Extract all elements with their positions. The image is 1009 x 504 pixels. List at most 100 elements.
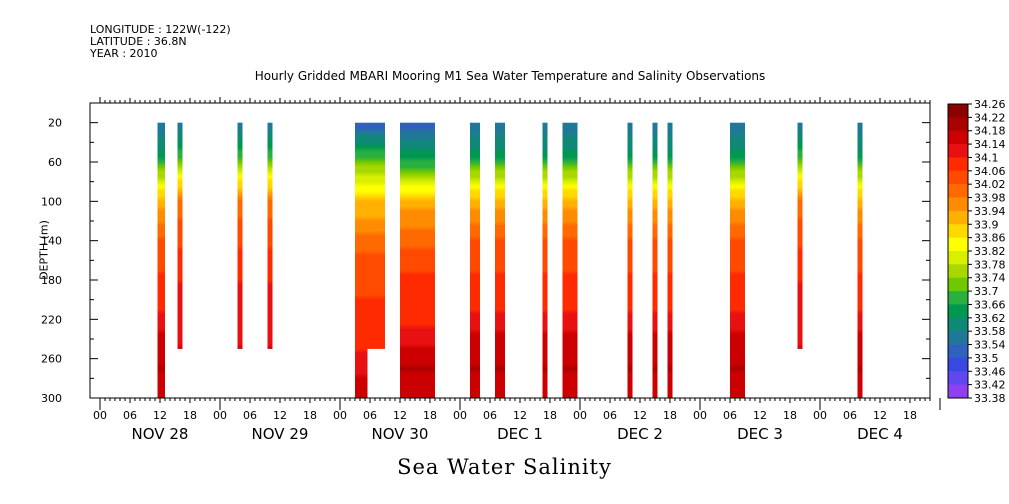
x-hour-tick-label: 12 [393,409,407,422]
data-column-0 [157,122,165,398]
data-column-16 [857,122,863,398]
x-hour-tick-label: 00 [93,409,107,422]
data-column-9 [542,122,548,398]
colorbar-level-label: 33.78 [974,258,1006,271]
colorbar-swatch [948,251,968,265]
x-hour-tick-label: 12 [273,409,287,422]
colorbar-swatch [948,264,968,279]
x-hour-tick-label: 18 [183,409,197,422]
colorbar-level-label: 34.02 [974,178,1006,191]
data-column-5 [367,122,385,349]
y-tick-label: 260 [41,353,62,366]
x-hour-tick-label: 12 [513,409,527,422]
colorbar-level-label: 33.42 [974,379,1006,392]
colorbar-swatch [948,291,968,305]
colorbar-swatch [948,277,968,292]
colorbar-level-label: 34.18 [974,125,1006,138]
x-day-label: DEC 4 [857,425,903,443]
colorbar-swatch [948,184,968,198]
x-hour-tick-label: 18 [903,409,917,422]
colorbar-swatch [948,157,968,172]
longitude-label: LONGITUDE : 122W(-122) [90,23,231,36]
colorbar-level-label: 34.06 [974,165,1006,178]
colorbar-swatch [948,144,968,158]
x-hour-tick-label: 06 [843,409,857,422]
data-column-6 [400,122,435,398]
y-tick-label: 220 [41,313,62,326]
colorbar-level-label: 33.9 [974,218,999,231]
colorbar-level-label: 33.86 [974,232,1006,245]
x-hour-tick-label: 12 [153,409,167,422]
y-tick-label: 100 [41,195,62,208]
data-column-7 [470,122,480,398]
colorbar-level-label: 33.7 [974,285,999,298]
colorbar-level-label: 33.5 [974,352,999,365]
data-column-10 [562,122,578,398]
data-column-3 [267,122,273,349]
colorbar-swatch [948,130,968,145]
colorbar-level-label: 33.82 [974,245,1006,258]
data-column-2 [237,122,243,349]
x-hour-tick-label: 18 [543,409,557,422]
y-tick-label: 300 [41,392,62,405]
x-hour-tick-label: 12 [633,409,647,422]
x-hour-tick-label: 18 [783,409,797,422]
y-tick-label: 180 [41,274,62,287]
colorbar-level-label: 33.98 [974,192,1006,205]
x-hour-tick-label: 18 [663,409,677,422]
chart-title: Hourly Gridded MBARI Mooring M1 Sea Wate… [254,69,766,83]
x-hour-tick-label: 00 [813,409,827,422]
x-hour-tick-label: 06 [123,409,137,422]
data-column-14 [730,122,745,398]
colorbar-level-label: 33.38 [974,392,1006,405]
x-hour-tick-label: 00 [333,409,347,422]
colorbar-level-label: 33.54 [974,339,1006,352]
colorbar-level-label: 34.14 [974,138,1006,151]
colorbar-swatch [948,197,968,212]
colorbar-swatch [948,384,968,399]
x-hour-tick-label: 00 [693,409,707,422]
x-hour-tick-label: 00 [213,409,227,422]
x-hour-tick-label: 18 [423,409,437,422]
x-hour-tick-label: 06 [243,409,257,422]
colorbar-level-label: 34.22 [974,111,1006,124]
x-hour-tick-label: 06 [483,409,497,422]
x-day-label: NOV 30 [372,425,429,443]
colorbar-swatch [948,210,968,225]
x-hour-tick-label: 06 [363,409,377,422]
x-hour-tick-label: 06 [723,409,737,422]
colorbar-swatch [948,371,968,386]
colorbar-swatch [948,357,968,372]
variable-caption: Sea Water Salinity [397,455,612,479]
colorbar-swatch [948,224,968,239]
x-day-label: DEC 1 [497,425,543,443]
colorbar-swatch [948,317,968,332]
data-column-15 [797,122,803,349]
y-tick-label: 20 [48,117,62,130]
colorbar-swatch [948,344,968,359]
x-hour-tick-label: 06 [603,409,617,422]
data-column-12 [652,122,658,398]
colorbar-swatch [948,117,968,132]
colorbar-level-label: 33.94 [974,205,1006,218]
colorbar-swatch [948,237,968,252]
colorbar-level-label: 33.46 [974,365,1006,378]
x-day-label: DEC 2 [617,425,663,443]
x-hour-tick-label: 12 [873,409,887,422]
data-column-8 [495,122,505,398]
x-hour-tick-label: 12 [753,409,767,422]
latitude-label: LATITUDE : 36.8N [90,35,187,48]
x-day-label: NOV 28 [132,425,189,443]
data-column-4 [355,122,368,398]
x-hour-tick-label: 00 [573,409,587,422]
y-tick-label: 140 [41,235,62,248]
data-column-1 [177,122,183,349]
data-columns [157,122,863,398]
colorbar-swatch [948,331,968,345]
x-day-label: NOV 29 [252,425,309,443]
colorbar-level-label: 34.26 [974,98,1006,111]
axes: 00 06 12 18 00 06 12 18 00 06 12 18 00 06 12 18 00 06 12 18… [41,97,941,443]
colorbar-swatch [948,104,968,118]
